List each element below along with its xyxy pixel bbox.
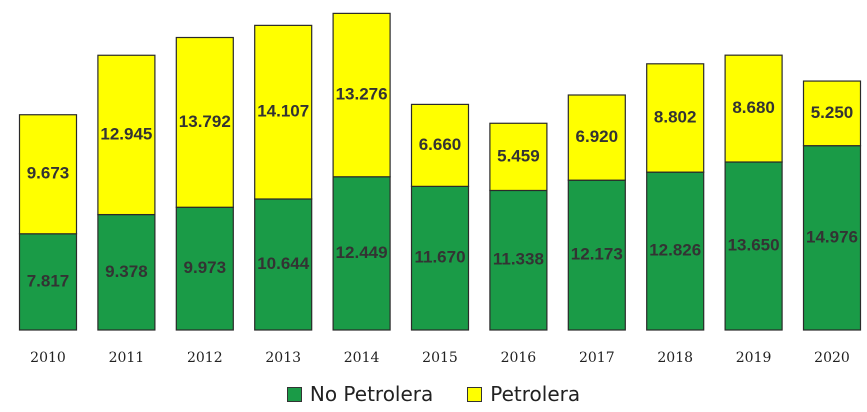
data-label-petrolera-2010: 9.673 <box>27 164 70 183</box>
data-label-no-petrolera-2020: 14.976 <box>806 227 858 246</box>
bar-no-petrolera-2010 <box>18 233 78 331</box>
x-tick-label-2020: 2020 <box>814 350 850 366</box>
x-tick-label-2016: 2016 <box>501 350 537 366</box>
data-label-petrolera-2018: 8.802 <box>654 107 697 126</box>
data-label-petrolera-2014: 13.276 <box>336 85 388 104</box>
bar-petrolera-2020 <box>802 80 862 147</box>
bar-petrolera-2017 <box>567 94 626 181</box>
bar-no-petrolera-2012 <box>175 206 234 331</box>
bar-no-petrolera-2015 <box>410 185 470 331</box>
data-label-no-petrolera-2015: 11.670 <box>414 248 465 267</box>
x-axis-tick-labels: 2010 2011 2012 2013 2014 2015 2016 2017 2018 2019… <box>30 350 850 366</box>
data-label-no-petrolera-2016: 11.338 <box>493 250 544 269</box>
bars-group <box>18 12 862 331</box>
bar-no-petrolera-2018 <box>646 171 705 331</box>
x-tick-label-2018: 2018 <box>657 350 693 366</box>
data-label-no-petrolera-2014: 12.449 <box>336 243 388 262</box>
x-tick-label-2013: 2013 <box>265 350 301 366</box>
bar-no-petrolera-2016 <box>489 189 548 331</box>
data-label-no-petrolera-2011: 9.378 <box>105 262 148 281</box>
data-label-petrolera-2020: 5.250 <box>811 103 854 122</box>
bar-no-petrolera-2013 <box>254 198 313 331</box>
data-label-petrolera-2017: 6.920 <box>576 127 619 146</box>
bar-no-petrolera-2017 <box>567 179 626 331</box>
bar-petrolera-2019 <box>724 54 783 163</box>
data-label-no-petrolera-2012: 9.973 <box>184 258 227 277</box>
x-tick-label-2017: 2017 <box>579 350 615 366</box>
bar-petrolera-2011 <box>97 54 156 216</box>
x-tick-label-2014: 2014 <box>344 350 380 366</box>
x-tick-label-2015: 2015 <box>422 350 458 366</box>
data-label-no-petrolera-2010: 7.817 <box>27 271 70 290</box>
legend-label-no-petrolera: No Petrolera <box>309 382 434 406</box>
data-label-no-petrolera-2019: 13.650 <box>728 235 780 254</box>
legend-item-petrolera: Petrolera <box>467 382 580 406</box>
bar-petrolera-2013 <box>254 24 313 200</box>
x-tick-label-2010: 2010 <box>30 350 66 366</box>
bar-no-petrolera-2014 <box>332 176 391 331</box>
data-label-petrolera-2016: 5.459 <box>497 146 540 165</box>
data-label-no-petrolera-2013: 10.644 <box>257 254 310 273</box>
bar-no-petrolera-2020 <box>802 145 862 331</box>
data-label-petrolera-2012: 13.792 <box>179 112 231 131</box>
bar-petrolera-2015 <box>410 103 470 187</box>
bar-petrolera-2012 <box>175 36 234 208</box>
bar-petrolera-2018 <box>646 63 705 173</box>
data-labels-group: 7.817 9.673 9.378 12.945 9.973 13.792 10.644 14… <box>27 85 858 291</box>
legend-item-no-petrolera: No Petrolera <box>286 382 434 406</box>
data-label-no-petrolera-2018: 12.826 <box>649 241 701 260</box>
data-label-petrolera-2019: 8.680 <box>732 98 775 117</box>
legend-swatch-no-petrolera <box>286 386 302 402</box>
legend-swatch-petrolera <box>467 386 483 402</box>
data-label-no-petrolera-2017: 12.173 <box>571 245 623 264</box>
data-label-petrolera-2011: 12.945 <box>100 124 152 143</box>
bar-petrolera-2014 <box>332 12 391 178</box>
x-tick-label-2011: 2011 <box>109 350 145 366</box>
data-label-petrolera-2015: 6.660 <box>419 135 462 154</box>
legend-label-petrolera: Petrolera <box>490 382 581 406</box>
data-label-petrolera-2013: 14.107 <box>257 102 309 121</box>
bar-petrolera-2010 <box>18 114 78 235</box>
x-tick-label-2012: 2012 <box>187 350 223 366</box>
bar-no-petrolera-2019 <box>724 161 783 331</box>
x-tick-label-2019: 2019 <box>736 350 772 366</box>
bar-petrolera-2016 <box>489 122 548 192</box>
legend: No Petrolera Petrolera <box>0 382 867 406</box>
